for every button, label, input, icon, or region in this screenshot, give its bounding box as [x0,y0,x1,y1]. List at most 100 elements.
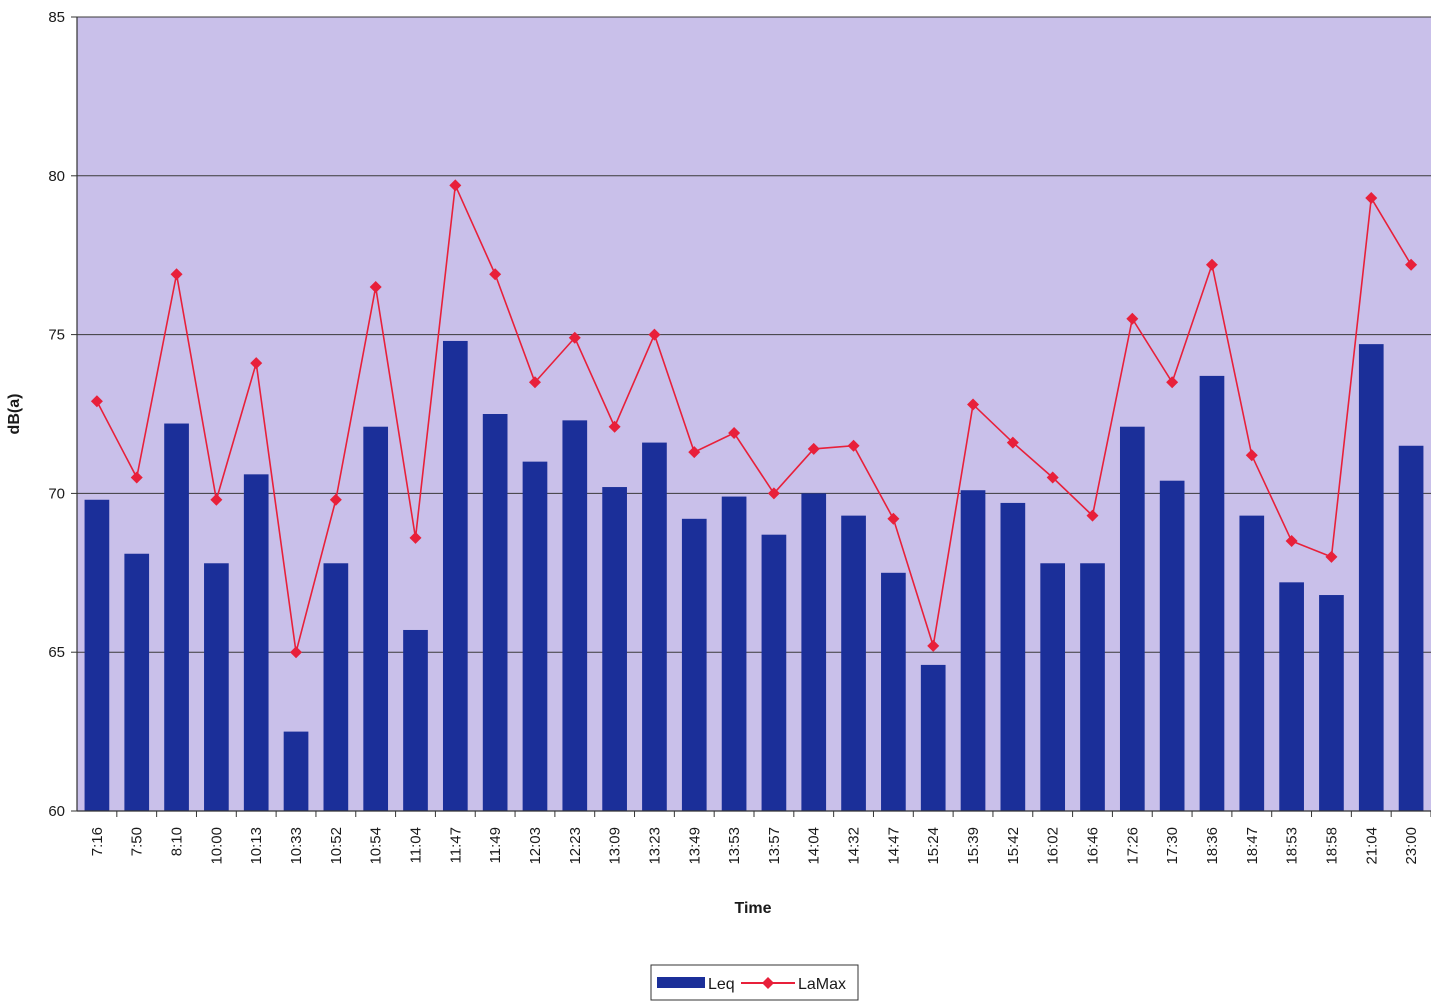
lamax-point [967,398,980,411]
x-tick-label: 14:47 [885,827,902,865]
legend-leq-label: Leq [708,976,735,993]
x-tick-label: 18:36 [1204,827,1221,865]
leq-bar [920,664,946,811]
leq-bar [522,461,548,811]
leq-bar [403,629,428,811]
lamax-point [290,646,303,659]
leq-bar [1119,426,1145,811]
leq-bar [1000,502,1026,811]
leq-bar [243,474,269,811]
x-tick-labels: 7:16 7:50 8:10 10:00 10:13 10:33 10:52 10:54 11:… [89,827,1420,865]
y-tick-label: 65 [48,644,65,661]
lamax-point [608,420,621,433]
lamax-point [329,493,342,506]
lamax-point [489,268,502,281]
x-tick-label: 7:50 [129,827,146,856]
x-tick-label: 15:42 [1005,827,1022,865]
lamax-point [369,280,382,293]
lamax-point [130,471,143,484]
leq-bar [442,340,468,811]
x-tick-label: 13:09 [607,827,624,865]
leq-bar [562,420,588,811]
leq-bar [164,423,189,811]
y-tick-label: 75 [48,327,65,344]
leq-bar [1199,375,1225,811]
lamax-point [688,446,701,459]
leq-bar [602,487,627,811]
x-tick-label: 13:23 [646,827,663,865]
leq-bar [721,496,747,811]
lamax-line [90,179,1418,659]
x-tick-label: 14:32 [846,827,863,865]
y-axis-title: dB(a) [6,394,23,435]
leq-bar [1159,480,1185,811]
lamax-point [1006,436,1019,449]
lamax-point [528,376,541,389]
lamax-point [1325,550,1338,563]
x-tick-label: 10:52 [328,827,345,865]
legend: Leq LaMax [650,964,859,1001]
lamax-point [927,639,940,652]
lamax-point [1126,312,1139,325]
x-tick-label: 18:58 [1323,827,1340,865]
leq-bar [482,414,508,811]
lamax-point [1405,258,1418,271]
legend-lamax-label: LaMax [798,976,846,993]
leq-bar [204,563,229,811]
leq-bar [761,534,787,811]
lamax-point [847,439,860,452]
y-tick-label: 60 [48,803,65,820]
y-tick-label: 85 [48,9,65,26]
lamax-point [449,179,462,192]
lamax-point [1245,449,1258,462]
leq-bar [124,553,150,811]
y-tick-label: 70 [48,485,65,502]
x-tick-label: 15:24 [925,827,942,865]
lamax-point [1166,376,1179,389]
lamax-point [807,442,820,455]
y-tick-labels: 60 65 70 75 80 85 [48,9,65,820]
leq-bar [1279,582,1304,811]
x-tick-label: 10:00 [208,827,225,865]
lamax-point [767,487,780,500]
leq-bar [1080,563,1105,811]
x-tick-label: 10:13 [248,827,265,865]
x-axis-title: Time [734,900,771,917]
leq-bars [84,340,1424,811]
x-tick-label: 17:30 [1164,827,1181,865]
x-tick-label: 13:53 [726,827,743,865]
leq-bar [1358,344,1384,811]
lamax-point [1086,509,1099,522]
x-tick-label: 23:00 [1403,827,1420,865]
leq-bar [801,493,827,811]
lamax-point [1205,258,1218,271]
plot-area [77,17,1431,811]
lamax-point [90,395,103,408]
x-tick-label: 18:53 [1284,827,1301,865]
lamax-point [210,493,223,506]
x-tick-label: 13:57 [766,827,783,865]
leq-bar [363,426,389,811]
lamax-point [887,512,900,525]
x-tick-label: 7:16 [89,827,106,856]
x-tick-label: 15:39 [965,827,982,865]
legend-lamax-marker [762,977,774,989]
x-tick-label: 10:54 [368,827,385,865]
y-tick-label: 80 [48,168,65,185]
lamax-point [1046,471,1059,484]
x-tick-label: 17:26 [1124,827,1141,865]
leq-bar [642,442,667,811]
leq-bar [1398,445,1424,811]
legend-leq-swatch [657,977,705,988]
lamax-point [1365,192,1378,205]
leq-bar [323,563,349,811]
lamax-point [409,531,422,544]
x-tick-label: 11:47 [447,827,464,863]
x-tick-label: 11:49 [487,827,504,863]
x-tick-label: 21:04 [1363,827,1380,865]
x-tick-label: 16:46 [1085,827,1102,865]
leq-bar [881,572,906,811]
x-tick-label: 14:04 [806,827,823,865]
leq-bar [1319,595,1344,811]
